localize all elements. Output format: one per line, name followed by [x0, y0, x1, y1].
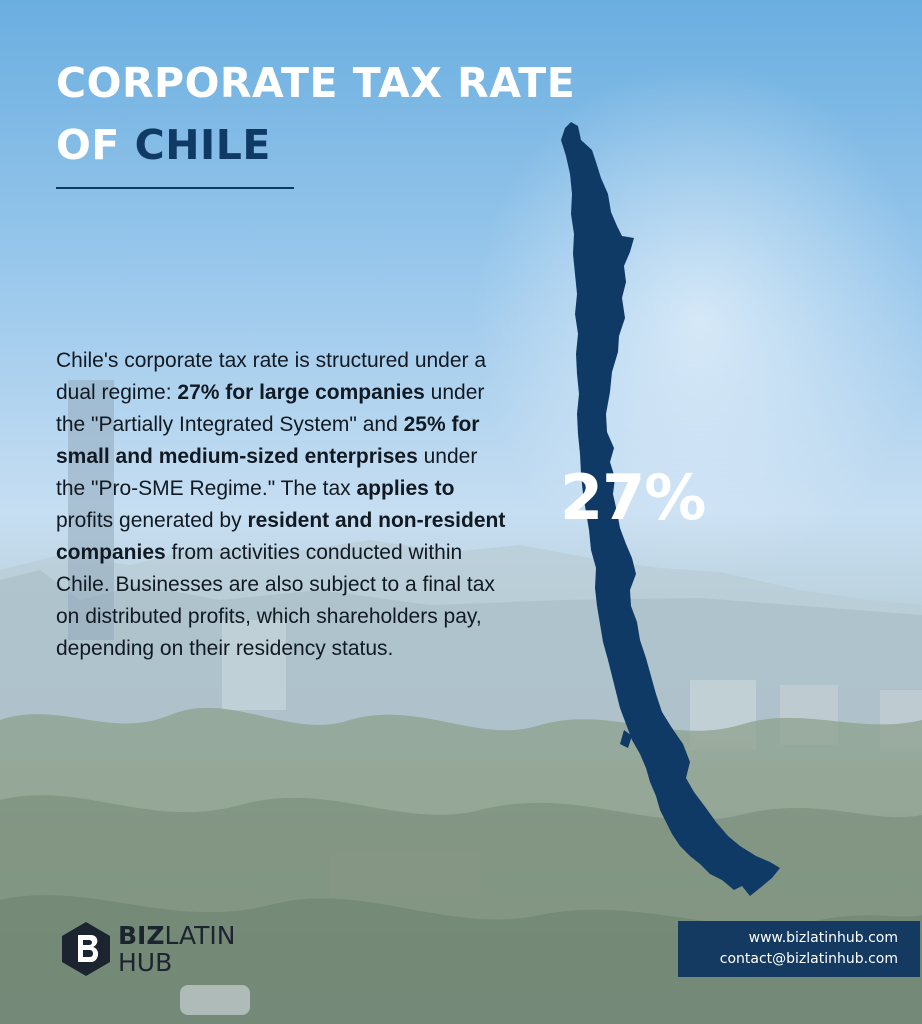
logo-word-latin: LATIN [164, 921, 236, 950]
description-text-2: under the "Partially Integrated System" … [56, 381, 485, 436]
bizlatinhub-logo: BIZLATIN HUB [58, 920, 258, 980]
sky-glow [470, 60, 922, 580]
page-title: CORPORATE TAX RATE OF CHILE [56, 52, 575, 176]
contact-email-link[interactable]: contact@bizlatinhub.com [719, 951, 898, 967]
description-paragraph: Chile's corporate tax rate is structured… [56, 345, 508, 665]
description-text-5: from activities conducted within Chile. … [56, 541, 495, 660]
title-line-2: OF CHILE [56, 114, 575, 176]
logo-word-biz: BIZ [118, 921, 165, 950]
bizlatinhub-logo-icon [62, 922, 110, 976]
title-country: CHILE [134, 121, 271, 169]
bizlatinhub-wordmark: BIZLATIN HUB [118, 922, 236, 976]
description-text-4: profits generated by [56, 509, 248, 532]
tax-rate-label: 27% [560, 461, 706, 534]
title-underline [56, 187, 294, 189]
chile-map-shape [561, 122, 780, 896]
description-text-3: under the "Pro-SME Regime." The tax [56, 445, 478, 500]
description-text-1: Chile's corporate tax rate is structured… [56, 349, 487, 404]
description-bold-1: 27% for large companies [177, 381, 425, 404]
title-prefix: OF [56, 121, 135, 169]
description-bold-2: 25% for small and medium-sized enterpris… [56, 413, 480, 468]
chile-map [561, 122, 780, 896]
contact-box: www.bizlatinhub.com contact@bizlatinhub.… [678, 921, 920, 977]
contact-website-link[interactable]: www.bizlatinhub.com [748, 930, 898, 946]
description-bold-3: applies to [356, 477, 455, 500]
description-bold-4: resident and non-resident companies [56, 509, 506, 564]
title-line-1: CORPORATE TAX RATE [56, 59, 576, 107]
logo-word-hub: HUB [118, 948, 173, 977]
